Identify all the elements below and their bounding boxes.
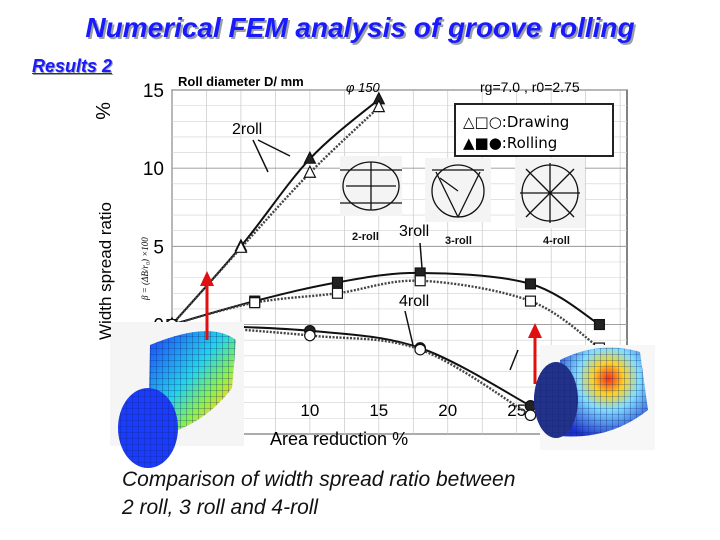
y-unit-label: % <box>91 102 113 120</box>
point-drawing-4roll <box>414 343 427 356</box>
slide-caption: Comparison of width spread ratio between… <box>122 466 515 522</box>
point-drawing-3roll <box>331 287 344 299</box>
x-axis-label: Area reduction % <box>270 429 409 449</box>
point-rolling-3roll <box>593 318 605 331</box>
legend-box <box>454 103 614 157</box>
y-axis-label: Width spread ratio <box>96 202 115 340</box>
geometry-params: rg=7.0 , r0=2.75 <box>480 79 580 95</box>
arrow-2roll-head <box>200 271 214 286</box>
arrow-4roll-head <box>528 323 542 338</box>
series-label-4roll: 4roll <box>399 293 429 310</box>
point-drawing-3roll <box>249 297 261 309</box>
x-tick-label: 25 <box>507 401 526 420</box>
fem-mesh-roll-icon <box>534 345 655 450</box>
point-drawing-4roll <box>304 329 316 342</box>
point-rolling-2roll <box>303 150 317 164</box>
cross-section-insets: 2-roll 3-roll 4-roll <box>340 156 585 247</box>
y-tick-label: 5 <box>153 237 164 258</box>
inset-3roll <box>425 158 491 222</box>
caption-line-2: 2 roll, 3 roll and 4-roll <box>122 496 319 519</box>
chart-marks <box>165 91 605 422</box>
point-drawing-2roll <box>234 239 248 253</box>
x-tick-label: 10 <box>300 401 319 420</box>
y-tick-label: 15 <box>143 81 164 102</box>
pointer-3roll <box>419 242 423 269</box>
point-rolling-3roll <box>331 276 344 288</box>
inset-label-3roll: 3-roll <box>445 235 472 247</box>
point-drawing-2roll <box>372 99 386 113</box>
inset-label-4roll: 4-roll <box>543 235 570 247</box>
slide-subtitle: Results 2 <box>32 56 113 76</box>
x-tick-label: 20 <box>438 401 457 420</box>
fem-mesh-billet-icon <box>110 322 244 468</box>
inset-2roll <box>340 156 402 216</box>
x-tick-label: 15 <box>369 401 388 420</box>
inset-label-2roll: 2-roll <box>352 231 379 243</box>
tick-slash <box>509 349 519 371</box>
line-drawing-2roll <box>171 106 380 326</box>
pointer-2roll <box>252 139 269 173</box>
point-drawing-4roll <box>524 409 537 422</box>
point-drawing-2roll <box>303 164 317 178</box>
point-drawing-3roll <box>524 295 537 307</box>
pointer-2roll-b <box>257 139 291 157</box>
red-arrows <box>200 271 542 384</box>
series-label-3roll: 3roll <box>399 223 429 240</box>
caption-line-1: Comparison of width spread ratio between <box>122 468 516 491</box>
series-label-2roll: 2roll <box>232 121 262 138</box>
legend-rolling: ▲■●:Rolling <box>463 134 557 152</box>
slide-title: Numerical FEM analysis of groove rolling <box>85 12 635 43</box>
chart-legend: △□○:Drawing ▲■●:Rolling <box>454 103 614 157</box>
legend-drawing: △□○:Drawing <box>463 113 569 131</box>
y-formula-label: β = (ΔB/r₀) ×100 <box>140 237 150 301</box>
point-drawing-3roll <box>414 275 426 287</box>
y-tick-label: 10 <box>143 159 164 180</box>
roll-diameter-label: Roll diameter D/ mm <box>178 74 304 89</box>
inset-4roll <box>515 158 585 228</box>
pointer-4roll <box>404 310 414 346</box>
point-rolling-3roll <box>524 278 537 290</box>
line-drawing-3roll <box>171 279 601 349</box>
roll-diameter-value: φ 150 <box>346 80 381 95</box>
